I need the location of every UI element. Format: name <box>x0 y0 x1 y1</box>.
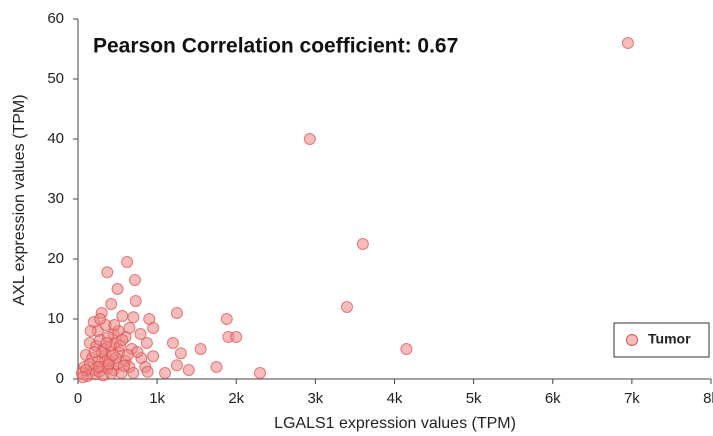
x-tick-label: 1k <box>149 390 165 407</box>
point <box>106 349 119 361</box>
x-axis-title: LGALS1 expression values (TPM) <box>274 415 516 432</box>
point <box>123 322 136 334</box>
point <box>117 359 130 372</box>
point <box>194 343 207 355</box>
point <box>147 322 160 334</box>
point <box>128 274 141 286</box>
point <box>159 367 172 379</box>
point <box>341 301 354 313</box>
x-tick-label: 8k <box>703 390 713 407</box>
y-tick-label: 40 <box>47 130 64 147</box>
point <box>166 337 179 349</box>
point <box>141 365 154 378</box>
x-tick-label: 3k <box>307 390 323 407</box>
x-tick-label: 5k <box>466 390 482 407</box>
legend-marker <box>626 334 638 346</box>
point <box>400 343 413 355</box>
point <box>220 313 233 325</box>
point <box>100 337 113 349</box>
y-tick-label: 50 <box>47 70 64 87</box>
point <box>147 350 160 363</box>
point <box>127 367 140 379</box>
point <box>84 325 97 337</box>
y-tick-label: 0 <box>56 370 64 387</box>
point <box>230 331 243 343</box>
y-tick-label: 60 <box>47 10 64 27</box>
point <box>116 310 129 322</box>
point <box>127 311 140 324</box>
point <box>170 359 183 372</box>
point <box>356 238 369 250</box>
x-tick-label: 4k <box>387 390 403 407</box>
point <box>134 328 147 340</box>
point <box>170 307 183 319</box>
point <box>76 371 89 384</box>
x-tick-label: 0 <box>74 390 82 407</box>
point <box>108 319 121 331</box>
point <box>121 349 134 361</box>
point <box>111 283 124 295</box>
point <box>121 256 134 268</box>
legend-label: Tumor <box>648 331 691 347</box>
point <box>101 266 114 279</box>
x-tick-label: 7k <box>624 390 640 407</box>
point <box>140 337 153 349</box>
x-tick-label: 6k <box>545 390 561 407</box>
y-axis-title: AXL expression values (TPM) <box>11 94 28 305</box>
point <box>92 361 105 373</box>
point <box>116 334 129 346</box>
annotation: Pearson Correlation coefficient: 0.67 <box>93 35 458 58</box>
point <box>303 133 316 145</box>
y-tick-label: 20 <box>47 250 64 267</box>
point <box>182 364 195 376</box>
point <box>210 361 223 373</box>
point <box>174 347 187 360</box>
y-tick-label: 30 <box>47 190 64 207</box>
y-tick-label: 10 <box>47 310 64 327</box>
point <box>129 295 142 307</box>
point <box>621 37 634 49</box>
point <box>94 313 107 325</box>
point <box>253 367 266 379</box>
point <box>88 346 101 358</box>
point <box>105 298 118 310</box>
x-tick-label: 2k <box>228 390 244 407</box>
